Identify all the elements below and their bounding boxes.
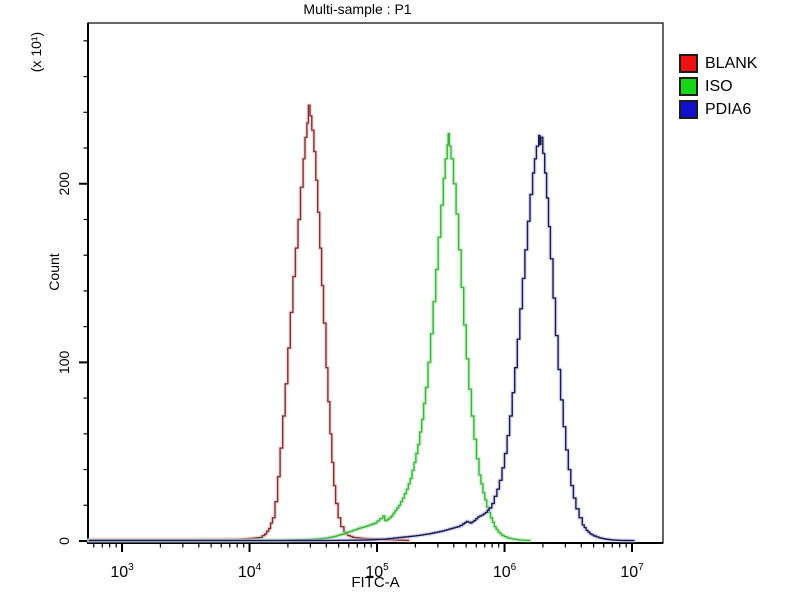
y-tick-label: 200: [56, 172, 72, 196]
curve-glow-blank: [86, 103, 411, 543]
legend-item-pdia6: PDIA6: [679, 100, 757, 119]
legend-label-pdia6: PDIA6: [705, 101, 752, 118]
legend-swatch-pdia6: [679, 100, 698, 119]
legend-swatch-blank: [679, 54, 698, 73]
x-tick-label: 104: [238, 562, 262, 581]
legend-label-blank: BLANK: [705, 55, 758, 72]
curve-glow-iso: [86, 131, 532, 543]
plot-border: [87, 22, 664, 544]
x-tick-label: 106: [493, 562, 517, 581]
curve-blank: [88, 104, 410, 542]
y-tick-label: 0: [56, 537, 72, 545]
y-axis-label: Count: [46, 253, 62, 291]
legend: BLANK ISO PDIA6: [679, 54, 757, 123]
legend-label-iso: ISO: [705, 78, 733, 95]
x-tick-label: 103: [110, 562, 134, 581]
legend-item-blank: BLANK: [679, 54, 757, 73]
legend-item-iso: ISO: [679, 77, 757, 96]
y-axis-scale-label: (x 10¹): [28, 31, 44, 73]
legend-swatch-iso: [679, 77, 698, 96]
curve-pdia6: [88, 134, 635, 542]
y-tick-label: 100: [56, 350, 72, 374]
x-tick-label: 105: [365, 562, 389, 581]
curve-iso: [88, 133, 531, 542]
chart-title: Multi-sample : P1: [303, 1, 412, 17]
x-axis-label: FITC-A: [351, 574, 400, 591]
x-tick-label: 107: [620, 562, 644, 581]
curve-glow-pdia6: [86, 133, 637, 543]
